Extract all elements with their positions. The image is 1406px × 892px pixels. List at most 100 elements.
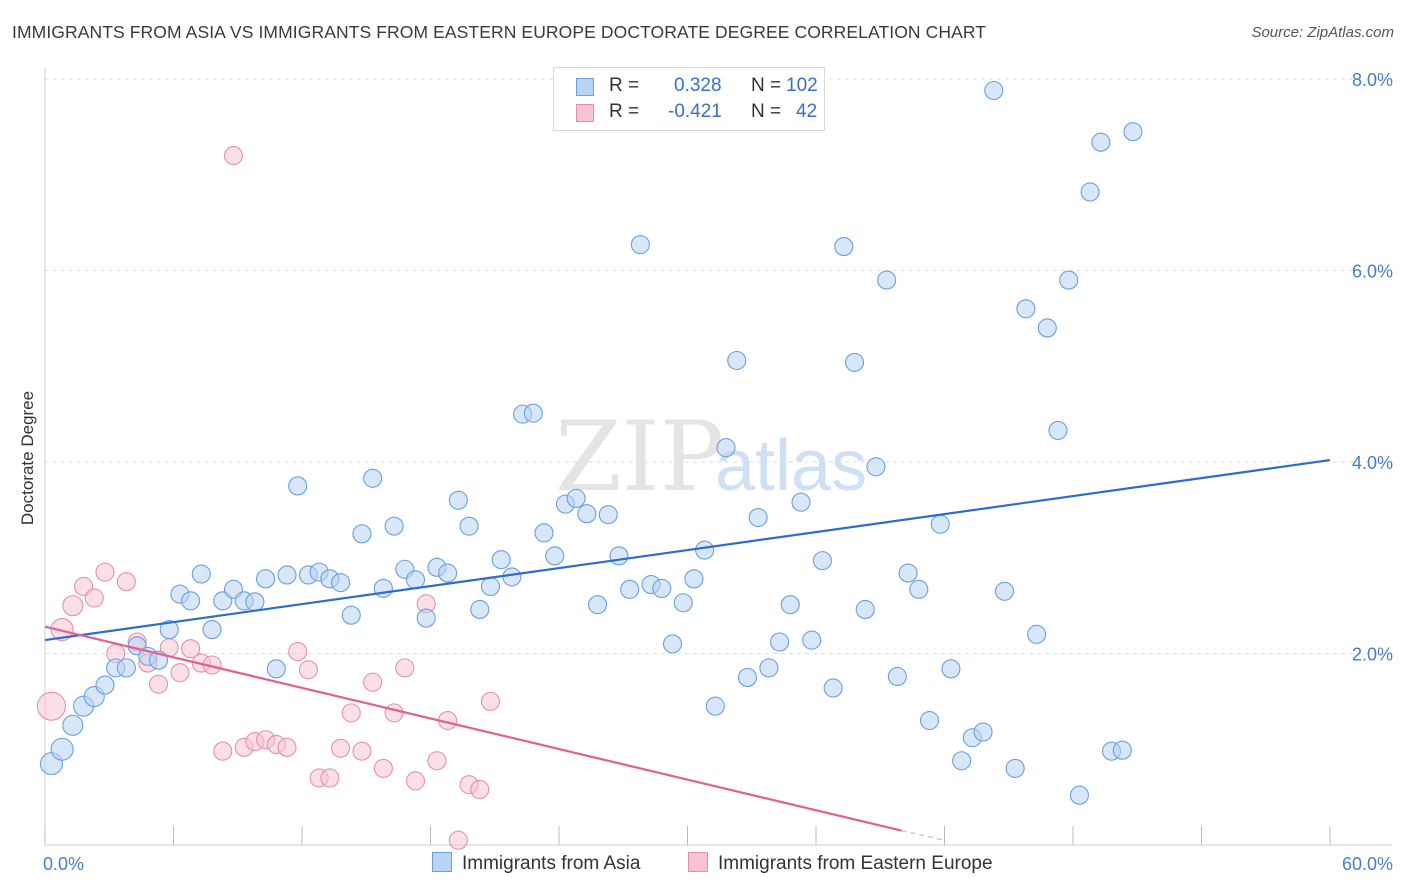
bottom-legend-asia: Immigrants from Asia [432, 852, 640, 875]
watermark: ZIP atlas [555, 401, 867, 513]
point-eeurope [36, 691, 66, 721]
point-asia [159, 620, 179, 640]
watermark-atlas: atlas [715, 426, 867, 506]
point-asia [341, 605, 361, 625]
point-asia [812, 551, 832, 571]
point-asia [62, 714, 84, 736]
x-tick-label: 0.0% [43, 854, 84, 874]
point-asia [630, 235, 650, 255]
point-asia [50, 737, 74, 761]
point-asia [609, 546, 629, 566]
point-asia [1027, 624, 1047, 644]
legend-r-label: R = [609, 101, 640, 122]
point-asia [1048, 420, 1068, 440]
bottom-legend-swatch-eeurope [688, 852, 708, 872]
point-asia [684, 569, 704, 589]
bottom-legend-label-asia: Immigrants from Asia [462, 853, 641, 874]
point-asia [1037, 318, 1057, 338]
point-asia [952, 751, 972, 771]
point-asia [802, 630, 822, 650]
point-asia [116, 658, 136, 678]
point-eeurope [116, 572, 136, 592]
point-asia [1069, 785, 1089, 805]
tick-labels: 2.0% 4.0% 6.0% 8.0% 0.0% 60.0% [43, 70, 1393, 874]
legend-swatch-asia [576, 78, 594, 96]
trend-line-eeurope-extension [901, 829, 945, 841]
point-eeurope [427, 751, 447, 771]
correlation-legend: R = 0.328 N = 102 R = -0.421 N = 42 [553, 67, 825, 131]
legend-r-asia: 0.328 [674, 75, 722, 96]
point-asia [748, 507, 768, 528]
point-asia [1080, 182, 1100, 202]
point-asia [288, 476, 308, 496]
point-eeurope [373, 758, 393, 778]
point-eeurope [320, 768, 340, 788]
point-asia [330, 573, 351, 593]
point-asia [1112, 740, 1132, 760]
point-asia [523, 403, 543, 423]
series-eeurope-points [36, 146, 501, 850]
point-asia [202, 620, 222, 640]
point-asia [191, 564, 211, 584]
point-asia [363, 468, 383, 488]
point-asia [405, 570, 426, 590]
point-asia [866, 457, 886, 477]
bottom-legend-eeurope: Immigrants from Eastern Europe [688, 852, 993, 875]
point-eeurope [62, 595, 84, 617]
point-asia [480, 576, 501, 597]
point-asia [566, 488, 586, 508]
legend-r-label: R = [609, 75, 640, 96]
point-asia [620, 579, 640, 599]
point-eeurope [448, 830, 468, 850]
point-asia [491, 550, 511, 570]
point-asia [577, 504, 597, 524]
point-asia [877, 270, 897, 290]
legend-n-label: N = [751, 101, 782, 122]
point-asia [791, 492, 811, 512]
point-asia [459, 516, 479, 536]
y-tick-label: 2.0% [1352, 645, 1393, 665]
point-asia [416, 608, 436, 628]
trend-line-asia [44, 458, 1331, 642]
point-asia [373, 578, 393, 598]
point-eeurope [213, 741, 233, 761]
series-asia-points [39, 80, 1143, 805]
point-asia [534, 523, 554, 543]
y-tick-label: 4.0% [1352, 453, 1393, 473]
point-asia [95, 675, 115, 695]
legend-n-label: N = [751, 75, 782, 96]
point-eeurope [298, 660, 318, 680]
point-asia [823, 678, 843, 698]
legend-n-eeurope: 42 [796, 101, 818, 122]
point-asia [919, 710, 940, 731]
point-eeurope [384, 703, 404, 723]
point-eeurope [84, 588, 104, 608]
point-eeurope [277, 737, 297, 757]
point-asia [898, 563, 918, 583]
point-asia [266, 659, 286, 679]
point-eeurope [181, 639, 201, 659]
y-axis-label: Doctorate Degree [18, 391, 37, 525]
point-asia [1123, 122, 1143, 142]
point-asia [545, 546, 565, 566]
trend-line-eeurope [44, 625, 902, 832]
point-asia [673, 593, 693, 613]
point-asia [973, 722, 993, 742]
point-eeurope [95, 562, 115, 582]
point-asia [1016, 299, 1036, 319]
point-asia [705, 696, 725, 716]
point-asia [844, 352, 865, 372]
point-eeurope [470, 779, 490, 800]
point-eeurope [50, 618, 74, 642]
point-asia [470, 599, 490, 620]
point-asia [448, 490, 468, 510]
point-eeurope [223, 146, 244, 166]
point-asia [245, 592, 265, 612]
point-asia [887, 666, 907, 687]
point-eeurope [341, 703, 361, 723]
point-asia [598, 505, 618, 525]
point-eeurope [170, 663, 190, 683]
point-eeurope [352, 741, 372, 761]
point-eeurope [363, 672, 383, 692]
